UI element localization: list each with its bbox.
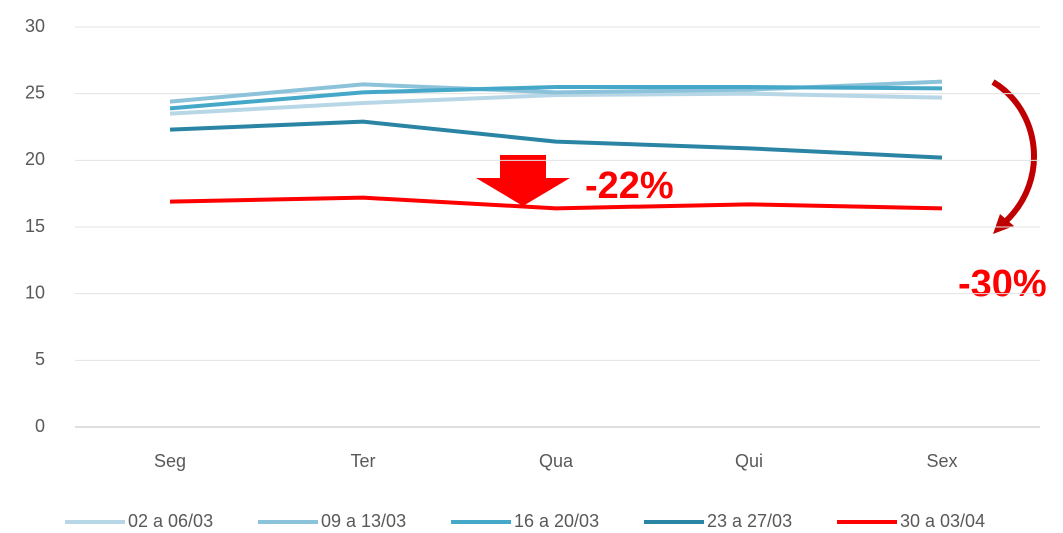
x-tick-label: Sex	[926, 451, 957, 471]
x-tick-label: Qui	[735, 451, 763, 471]
x-tick-label: Seg	[154, 451, 186, 471]
y-tick-label: 25	[25, 82, 45, 102]
legend-label: 30 a 03/04	[900, 511, 985, 531]
x-tick-label: Ter	[350, 451, 375, 471]
series-line	[169, 91, 943, 116]
annotation: -22%	[585, 165, 674, 207]
down-arrow	[476, 155, 570, 206]
y-tick-label: 30	[25, 16, 45, 36]
series-line	[169, 119, 943, 160]
y-tick-label: 0	[35, 416, 45, 436]
series-line	[169, 195, 943, 211]
y-tick-label: 15	[25, 216, 45, 236]
legend-label: 16 a 20/03	[514, 511, 599, 531]
y-tick-label: 20	[25, 149, 45, 169]
x-tick-label: Qua	[539, 451, 574, 471]
curved-arrow-head	[993, 214, 1014, 234]
curved-arrow	[991, 79, 1037, 225]
y-tick-label: 5	[35, 349, 45, 369]
y-tick-label: 10	[25, 282, 45, 302]
legend-label: 23 a 27/03	[707, 511, 792, 531]
legend-label: 09 a 13/03	[321, 511, 406, 531]
annotation: -30%	[958, 263, 1047, 305]
legend-label: 02 a 06/03	[128, 511, 213, 531]
series-line	[169, 85, 943, 111]
